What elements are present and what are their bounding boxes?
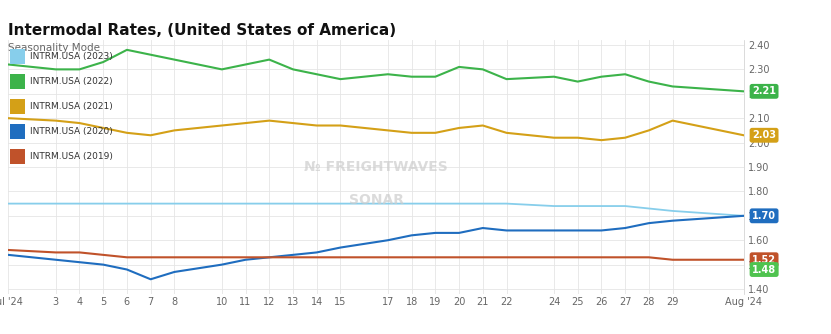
Text: 1.52: 1.52	[752, 255, 776, 265]
Text: INTRM.USA (2021): INTRM.USA (2021)	[30, 103, 113, 111]
Text: № FREIGHTWAVES: № FREIGHTWAVES	[304, 160, 448, 174]
Text: INTRM.USA (2022): INTRM.USA (2022)	[30, 77, 112, 86]
Text: INTRM.USA (2019): INTRM.USA (2019)	[30, 153, 113, 161]
Text: 2.21: 2.21	[752, 86, 776, 96]
Text: 1.70: 1.70	[752, 211, 776, 221]
Text: Intermodal Rates, (United States of America): Intermodal Rates, (United States of Amer…	[8, 23, 396, 38]
Text: 2.03: 2.03	[752, 130, 776, 140]
Text: 1.48: 1.48	[752, 265, 776, 275]
Text: INTRM.USA (2023): INTRM.USA (2023)	[30, 52, 113, 61]
Text: Seasonality Mode: Seasonality Mode	[8, 43, 101, 53]
Text: INTRM.USA (2020): INTRM.USA (2020)	[30, 128, 113, 136]
Text: SONAR: SONAR	[348, 193, 404, 207]
